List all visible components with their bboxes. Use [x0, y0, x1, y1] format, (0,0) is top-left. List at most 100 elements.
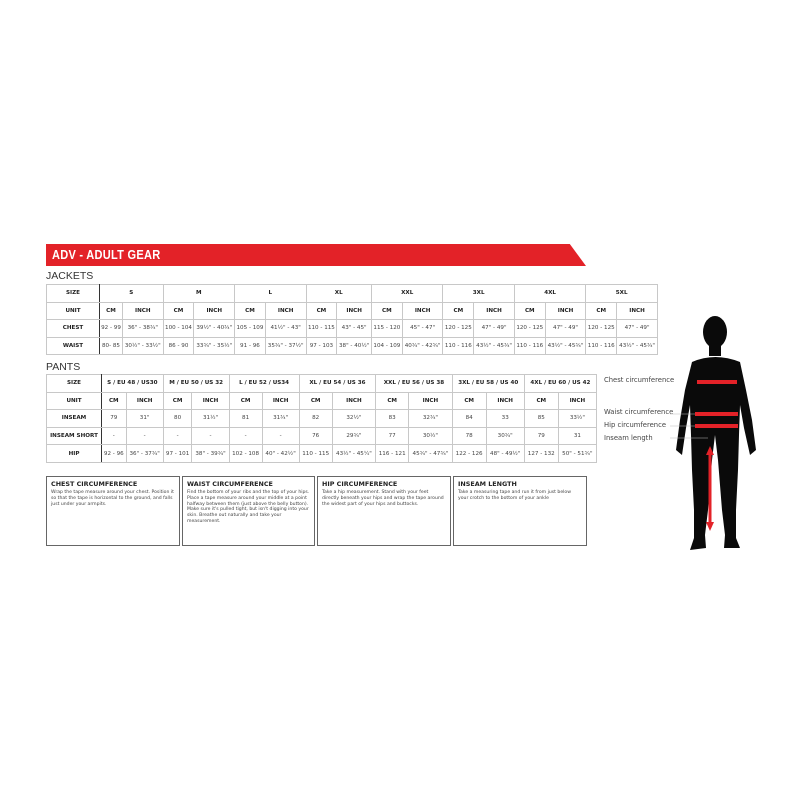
unit-inch: INCH	[557, 391, 598, 411]
guide-title: CHEST CIRCUMFERENCE	[51, 480, 138, 488]
unit-cm: CM	[298, 391, 333, 411]
value-cell: -	[125, 426, 164, 446]
value-cell: 36" - 37¾"	[125, 444, 164, 463]
value-cell: 30½"	[408, 426, 453, 446]
value-cell: 82	[298, 409, 333, 428]
unit-cm: CM	[523, 391, 559, 411]
value-cell: 92 - 96	[101, 444, 127, 463]
value-cell: 41½" - 43"	[264, 319, 307, 338]
guide-text: Take a measuring tape and run it from ju…	[458, 490, 572, 501]
value-cell: 102 - 108	[228, 444, 263, 463]
value-cell: 35¾" - 37½"	[264, 336, 307, 355]
unit-cm: CM	[513, 301, 546, 320]
size-header: XXL	[370, 284, 444, 303]
size-header: 5XL	[585, 284, 658, 303]
table-row: INSEAM 79 31" 80 31½" 81 31¾" 82 32½" 83 32¾" 84 33 8…	[46, 409, 598, 428]
value-cell: 77	[375, 426, 410, 446]
value-cell: 81	[228, 409, 263, 428]
unit-cm: CM	[101, 391, 127, 411]
value-cell: -	[162, 426, 193, 446]
guide-chest: CHEST CIRCUMFERENCE Wrap the tape measure…	[46, 476, 180, 546]
value-cell: 110 - 115	[305, 319, 338, 338]
unit-cm: CM	[99, 301, 123, 320]
value-cell: 31"	[125, 409, 164, 428]
value-cell: 45¾" - 47¾"	[408, 444, 453, 463]
value-cell: 127 - 132	[523, 444, 559, 463]
unit-cm: CM	[451, 391, 487, 411]
jackets-size-table: SIZE S M L XL XXL 3XL 4XL 5XL UNIT CM INCH CM INCH CM I…	[46, 284, 658, 355]
unit-inch: INCH	[408, 391, 453, 411]
unit-cm: CM	[162, 391, 193, 411]
value-cell: 31	[557, 426, 598, 446]
row-header: WAIST	[46, 336, 100, 355]
unit-inch: INCH	[336, 301, 372, 320]
row-header: SIZE	[46, 284, 100, 303]
value-cell: 30¾"	[485, 426, 525, 446]
value-cell: -	[191, 426, 230, 446]
value-cell: 115 - 120	[370, 319, 403, 338]
unit-cm: CM	[234, 301, 266, 320]
unit-cm: CM	[228, 391, 263, 411]
unit-inch: INCH	[261, 391, 300, 411]
value-cell: 31½"	[191, 409, 230, 428]
size-header: XXL / EU 56 / US 38	[375, 374, 453, 393]
body-figure	[670, 316, 756, 550]
size-header: M / EU 50 / US 32	[162, 374, 230, 393]
unit-inch: INCH	[616, 301, 658, 320]
jackets-heading: JACKETS	[46, 270, 94, 282]
pants-heading: PANTS	[46, 361, 81, 373]
section-banner: ADV - ADULT GEAR	[46, 244, 586, 266]
value-cell: 110 - 116	[513, 336, 546, 355]
value-cell: 86 - 90	[162, 336, 195, 355]
unit-cm: CM	[442, 301, 475, 320]
size-header: XL	[305, 284, 372, 303]
value-cell: 47" - 49"	[473, 319, 515, 338]
size-header: XL / EU 54 / US 36	[298, 374, 377, 393]
value-cell: 43½" - 45¼"	[331, 444, 377, 463]
row-header: CHEST	[46, 319, 100, 338]
banner-title: ADV - ADULT GEAR	[52, 247, 161, 262]
unit-inch: INCH	[193, 301, 236, 320]
unit-inch: INCH	[544, 301, 587, 320]
label-hip: Hip circumference	[604, 421, 667, 429]
value-cell: 78	[451, 426, 487, 446]
value-cell: 38" - 39¾"	[191, 444, 230, 463]
value-cell: 33¾" - 35½"	[193, 336, 236, 355]
table-row: INSEAM SHORT - - - - - -76 29¾" 77 30½" 78 30¾" 79 31	[46, 426, 598, 446]
value-cell: 76	[298, 426, 333, 446]
value-cell: 38" - 40½"	[336, 336, 372, 355]
guide-text: Find the bottom of your ribs and the top…	[187, 490, 310, 524]
unit-row: UNIT CM INCH CM INCH CM INCH CM INCH CM INCH CM INCH…	[46, 391, 598, 411]
size-row: SIZE S M L XL XXL 3XL 4XL 5XL	[46, 284, 658, 303]
value-cell: 32¾"	[408, 409, 453, 428]
value-cell: 30½" - 33½"	[121, 336, 164, 355]
value-cell: 110 - 116	[585, 336, 618, 355]
value-cell: 36" - 38¾"	[121, 319, 164, 338]
row-header: UNIT	[46, 301, 100, 320]
value-cell: 110 - 115	[298, 444, 333, 463]
value-cell: 120 - 125	[442, 319, 475, 338]
size-header: 4XL	[513, 284, 587, 303]
value-cell: 43½" - 45¾"	[544, 336, 587, 355]
value-cell: 40" - 42½"	[261, 444, 300, 463]
unit-inch: INCH	[401, 301, 444, 320]
unit-inch: INCH	[331, 391, 377, 411]
size-header: 3XL	[442, 284, 515, 303]
unit-cm: CM	[162, 301, 195, 320]
unit-row: UNIT CM INCH CM INCH CM INCH CM INCH CM INCH CM INCH…	[46, 301, 658, 320]
row-header: INSEAM SHORT	[46, 426, 102, 446]
value-cell: 45" - 47"	[401, 319, 444, 338]
label-inseam: Inseam length	[604, 434, 653, 442]
value-cell: 120 - 125	[513, 319, 546, 338]
value-cell: 120 - 125	[585, 319, 618, 338]
value-cell: 104 - 109	[370, 336, 403, 355]
value-cell: 43½" - 45¾"	[473, 336, 515, 355]
unit-cm: CM	[370, 301, 403, 320]
value-cell: 100 - 104	[162, 319, 195, 338]
unit-cm: CM	[305, 301, 338, 320]
value-cell: 116 - 121	[375, 444, 410, 463]
row-header: SIZE	[46, 374, 102, 393]
size-row: SIZE S / EU 48 / US30 M / EU 50 / US 32 L /…	[46, 374, 598, 393]
value-cell: 43½" - 45¾"	[616, 336, 658, 355]
